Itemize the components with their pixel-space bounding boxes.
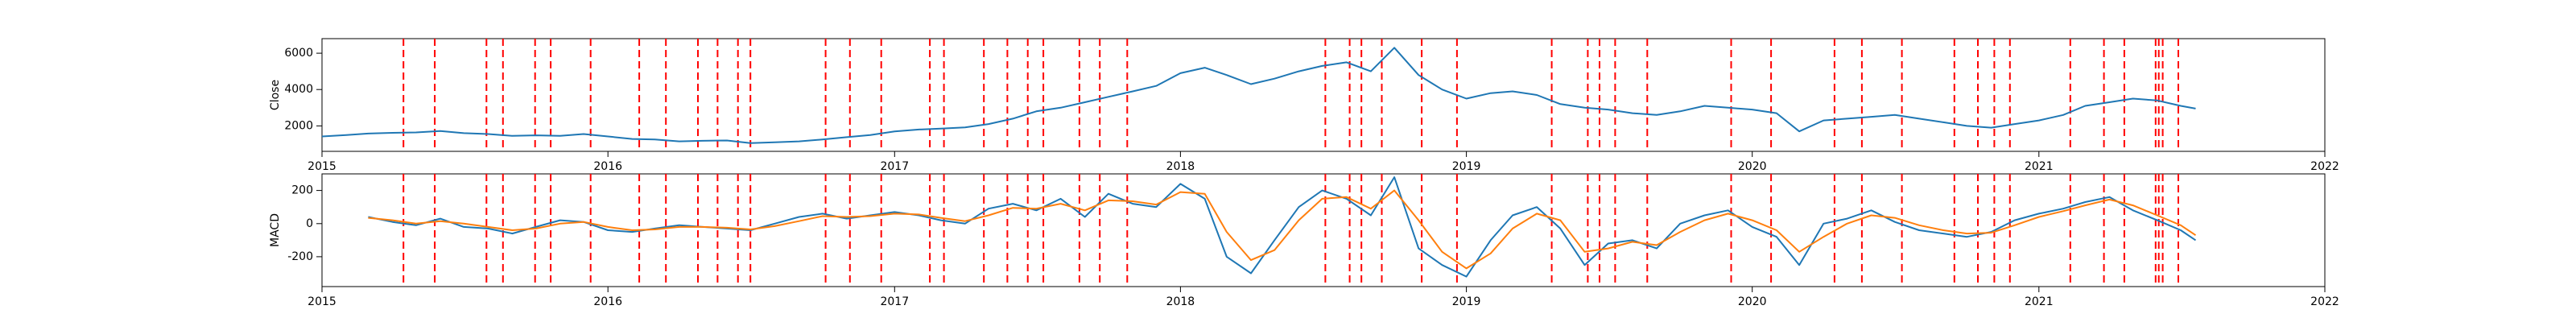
close-x-tick-label-2: 2017: [880, 160, 909, 173]
close-x-tick-label-6: 2021: [2025, 160, 2054, 173]
macd-x-tick-label-1: 2016: [593, 295, 622, 308]
close-price-panel: 2000 4000 6000 2015 2016 2017 2018 2019 2020 202…: [269, 38, 2339, 173]
macd-panel: -200 0 200 2015 2016 2017 2018 2019 2020 2021 202…: [269, 173, 2339, 308]
macd-x-ticks: 2015 2016 2017 2018 2019 2020 2021 2022: [308, 287, 2339, 308]
macd-x-tick-label-5: 2020: [1738, 295, 1767, 308]
macd-series-line-0: [368, 176, 2197, 278]
macd-y-tick-label-1: 0: [306, 217, 313, 230]
macd-y-ticks: -200 0 200: [287, 184, 322, 263]
close-series-line-0: [321, 47, 2196, 144]
macd-y-tick-label-2: 200: [291, 184, 313, 197]
macd-x-tick-label-2: 2017: [880, 295, 909, 308]
close-axes-frame: [321, 38, 2326, 152]
macd-x-tick-label-6: 2021: [2025, 295, 2054, 308]
close-x-tick-label-4: 2019: [1452, 160, 1481, 173]
macd-axes-frame: [321, 173, 2326, 287]
close-x-tick-label-5: 2020: [1738, 160, 1767, 173]
macd-x-tick-label-7: 2022: [2310, 295, 2339, 308]
macd-series-layer: [368, 176, 2197, 278]
close-x-tick-label-3: 2018: [1166, 160, 1195, 173]
close-x-tick-label-1: 2016: [593, 160, 622, 173]
close-y-axis-label: Close: [269, 80, 282, 110]
close-signal-lines: [402, 39, 2179, 151]
close-x-tick-label-0: 2015: [308, 160, 336, 173]
macd-series-line-1: [368, 189, 2197, 270]
close-y-tick-label-1: 4000: [284, 83, 313, 96]
close-series-layer: [321, 47, 2196, 144]
close-y-tick-label-2: 6000: [284, 47, 313, 60]
close-x-tick-label-7: 2022: [2310, 160, 2339, 173]
close-x-ticks: 2015 2016 2017 2018 2019 2020 2021 2022: [308, 151, 2339, 173]
macd-y-axis-label: MACD: [269, 213, 282, 247]
macd-x-tick-label-4: 2019: [1452, 295, 1481, 308]
macd-x-tick-label-3: 2018: [1166, 295, 1195, 308]
macd-y-tick-label-0: -200: [287, 250, 313, 263]
close-y-tick-label-0: 2000: [284, 119, 313, 132]
macd-x-tick-label-0: 2015: [308, 295, 336, 308]
close-y-ticks: 2000 4000 6000: [284, 47, 322, 132]
